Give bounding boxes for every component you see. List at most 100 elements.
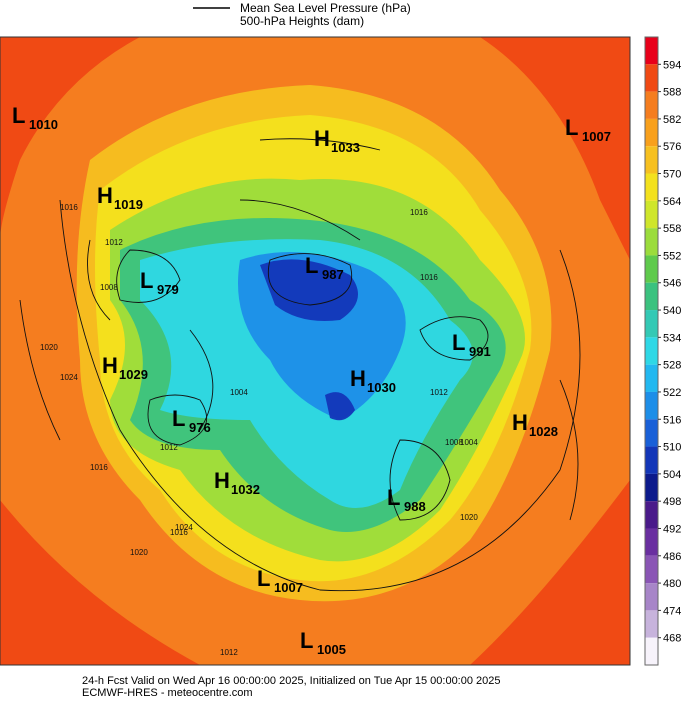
- colorbar-box: [645, 337, 658, 365]
- colorbar-label: 504: [663, 469, 681, 481]
- colorbar-box: [645, 118, 658, 147]
- contour-label: 1012: [430, 388, 448, 397]
- contour-label: 1016: [420, 273, 438, 282]
- center-letter: H: [350, 366, 366, 391]
- contour-label: 1016: [90, 463, 108, 472]
- colorbar-box: [645, 555, 658, 584]
- colorbar-label: 552: [663, 250, 681, 262]
- colorbar-label: 582: [663, 114, 681, 126]
- colorbar-box: [645, 255, 658, 283]
- center-letter: L: [565, 115, 578, 140]
- center-pressure: 1007: [582, 129, 611, 144]
- isobar: [59, 199, 581, 592]
- colorbar-box: [645, 173, 658, 201]
- colorbar-box: [645, 473, 658, 502]
- center-letter: L: [140, 268, 153, 293]
- contour-label: 1008: [100, 283, 118, 292]
- colorbar-box: [645, 37, 658, 65]
- center-pressure: 1028: [529, 424, 558, 439]
- center-pressure: 1032: [231, 482, 260, 497]
- colorbar-box: [645, 391, 658, 420]
- warm-region: [0, 37, 140, 240]
- center-pressure: 988: [404, 499, 426, 514]
- center-letter: L: [387, 485, 400, 510]
- center-letter: L: [452, 330, 465, 355]
- colorbar-label: 576: [663, 141, 681, 153]
- contour-label: 1024: [175, 523, 193, 532]
- isobar: [116, 249, 181, 303]
- colorbar-label: 546: [663, 278, 681, 290]
- height-shading: [260, 259, 358, 321]
- footer-line: 24-h Fcst Valid on Wed Apr 16 00:00:00 2…: [82, 675, 501, 687]
- contour-label: 1004: [460, 438, 478, 447]
- contour-label: 1008: [445, 438, 463, 447]
- contour-label: 1024: [60, 373, 78, 382]
- colorbar-label: 498: [663, 496, 681, 508]
- contour-label: 1012: [105, 238, 123, 247]
- footer-line: ECMWF-HRES - meteocentre.com: [82, 687, 253, 699]
- center-pressure: 991: [469, 344, 491, 359]
- isobar: [419, 316, 489, 361]
- center-pressure: 1033: [331, 140, 360, 155]
- contour-label: 1020: [130, 548, 148, 557]
- colorbar-label: 510: [663, 442, 681, 454]
- warm-region: [0, 500, 200, 665]
- colorbar-box: [645, 91, 658, 119]
- center-pressure: 1030: [367, 380, 396, 395]
- isobar: [19, 138, 579, 521]
- center-letter: L: [305, 253, 318, 278]
- center-pressure: 1005: [317, 642, 346, 657]
- contour-label: 1012: [220, 648, 238, 657]
- center-letter: H: [214, 468, 230, 493]
- colorbar-label: 588: [663, 87, 681, 99]
- contour-label: 1016: [410, 208, 428, 217]
- colorbar-box: [645, 501, 658, 529]
- contour-label: 1020: [460, 513, 478, 522]
- center-letter: H: [102, 353, 118, 378]
- colorbar-box: [645, 200, 658, 229]
- center-pressure: 1010: [29, 117, 58, 132]
- contour-label: 1016: [60, 203, 78, 212]
- legend-title: Mean Sea Level Pressure (hPa): [240, 1, 411, 15]
- colorbar-box: [645, 282, 658, 311]
- map-frame: [0, 36, 631, 666]
- center-letter: L: [12, 103, 25, 128]
- center-letter: L: [172, 406, 185, 431]
- center-letter: L: [300, 628, 313, 653]
- colorbar-label: 594: [663, 59, 681, 71]
- center-letter: H: [314, 126, 330, 151]
- map-area: 1016101210081020102410161012100410161020…: [0, 36, 631, 666]
- colorbar-label: 570: [663, 169, 681, 181]
- center-pressure: 1029: [119, 367, 148, 382]
- colorbar-box: [645, 146, 658, 174]
- center-pressure: 979: [157, 282, 179, 297]
- colorbar-box: [645, 637, 658, 665]
- contour-label: 1004: [230, 388, 248, 397]
- center-pressure: 976: [189, 420, 211, 435]
- colorbar-label: 564: [663, 196, 681, 208]
- colorbar-box: [645, 310, 658, 338]
- colorbar-label: 486: [663, 551, 681, 563]
- colorbar-box: [645, 528, 658, 556]
- colorbar-label: 522: [663, 387, 681, 399]
- colorbar-label: 492: [663, 523, 681, 535]
- center-letter: H: [97, 183, 113, 208]
- colorbar-label: 540: [663, 305, 681, 317]
- warm-region: [480, 37, 630, 260]
- warm-region: [470, 480, 630, 665]
- center-letter: L: [257, 566, 270, 591]
- center-pressure: 1019: [114, 197, 143, 212]
- contour-label: 1016: [170, 528, 188, 537]
- height-shading: [325, 392, 355, 421]
- colorbar-label: 558: [663, 223, 681, 235]
- colorbar-label: 474: [663, 605, 681, 617]
- isobar: [389, 439, 451, 521]
- colorbar-label: 468: [663, 633, 681, 645]
- colorbar-box: [645, 610, 658, 638]
- center-letter: H: [512, 410, 528, 435]
- colorbar-label: 480: [663, 578, 681, 590]
- colorbar-label: 534: [663, 332, 681, 344]
- colorbar-box: [645, 446, 658, 474]
- isobar: [147, 394, 208, 446]
